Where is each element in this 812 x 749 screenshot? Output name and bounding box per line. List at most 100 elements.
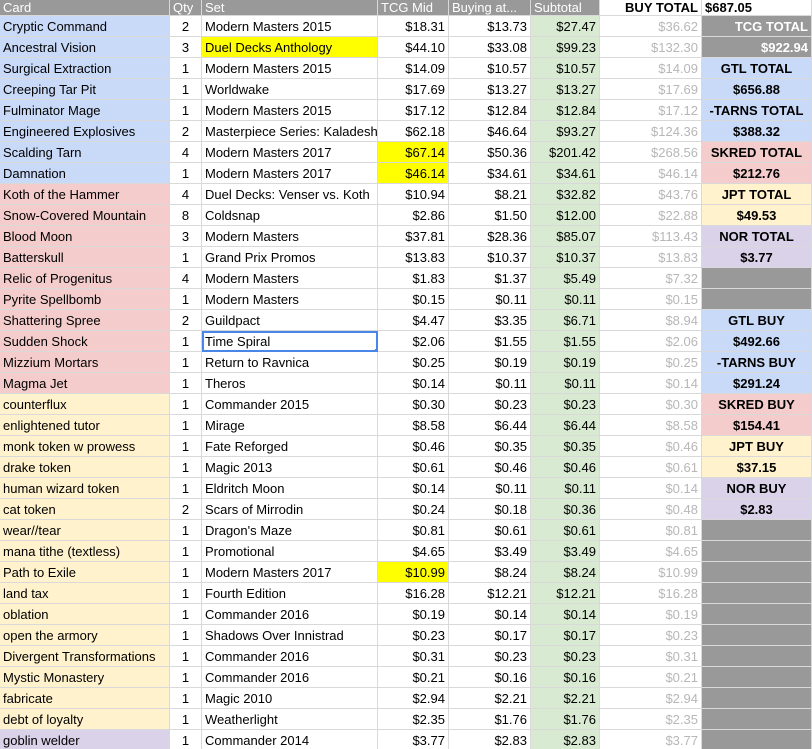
tcg-total-cell[interactable]: $17.69 — [600, 79, 702, 100]
qty-cell[interactable]: 1 — [170, 709, 202, 730]
summary-cell[interactable]: JPT TOTAL — [702, 184, 812, 205]
subtotal-cell[interactable]: $32.82 — [531, 184, 600, 205]
set-cell[interactable]: Mirage — [202, 415, 378, 436]
tcg-total-cell[interactable]: $268.56 — [600, 142, 702, 163]
subtotal-cell[interactable]: $12.00 — [531, 205, 600, 226]
tcg-mid-cell[interactable]: $0.23 — [378, 625, 449, 646]
card-name-cell[interactable]: Fulminator Mage — [0, 100, 170, 121]
set-cell[interactable]: Scars of Mirrodin — [202, 499, 378, 520]
subtotal-cell[interactable]: $99.23 — [531, 37, 600, 58]
card-name-cell[interactable]: Sudden Shock — [0, 331, 170, 352]
set-cell[interactable]: Duel Decks: Venser vs. Koth — [202, 184, 378, 205]
buying-at-cell[interactable]: $13.73 — [449, 16, 531, 37]
buying-at-cell[interactable]: $0.23 — [449, 394, 531, 415]
set-cell[interactable]: Eldritch Moon — [202, 478, 378, 499]
tcg-mid-cell[interactable]: $8.58 — [378, 415, 449, 436]
tcg-total-cell[interactable]: $113.43 — [600, 226, 702, 247]
subtotal-cell[interactable]: $0.61 — [531, 520, 600, 541]
header-qty[interactable]: Qty — [170, 0, 202, 16]
tcg-total-cell[interactable]: $132.30 — [600, 37, 702, 58]
tcg-mid-cell[interactable]: $2.86 — [378, 205, 449, 226]
buying-at-cell[interactable]: $0.61 — [449, 520, 531, 541]
tcg-mid-cell[interactable]: $0.14 — [378, 373, 449, 394]
set-cell[interactable]: Commander 2015 — [202, 394, 378, 415]
tcg-total-cell[interactable]: $0.30 — [600, 394, 702, 415]
qty-cell[interactable]: 1 — [170, 520, 202, 541]
tcg-mid-cell[interactable]: $0.46 — [378, 436, 449, 457]
tcg-total-cell[interactable]: $0.15 — [600, 289, 702, 310]
card-name-cell[interactable]: human wizard token — [0, 478, 170, 499]
tcg-mid-cell[interactable]: $0.19 — [378, 604, 449, 625]
buy-total-label[interactable]: BUY TOTAL — [600, 0, 702, 16]
tcg-total-cell[interactable]: $0.21 — [600, 667, 702, 688]
tcg-mid-cell[interactable]: $0.31 — [378, 646, 449, 667]
tcg-total-cell[interactable]: $0.31 — [600, 646, 702, 667]
qty-cell[interactable]: 1 — [170, 625, 202, 646]
buying-at-cell[interactable]: $2.21 — [449, 688, 531, 709]
subtotal-cell[interactable]: $0.46 — [531, 457, 600, 478]
subtotal-cell[interactable]: $0.36 — [531, 499, 600, 520]
tcg-mid-cell[interactable]: $16.28 — [378, 583, 449, 604]
subtotal-cell[interactable]: $12.21 — [531, 583, 600, 604]
summary-cell[interactable] — [702, 688, 812, 709]
buying-at-cell[interactable]: $0.11 — [449, 289, 531, 310]
card-name-cell[interactable]: fabricate — [0, 688, 170, 709]
card-name-cell[interactable]: Batterskull — [0, 247, 170, 268]
qty-cell[interactable]: 1 — [170, 457, 202, 478]
tcg-total-cell[interactable]: $17.12 — [600, 100, 702, 121]
qty-cell[interactable]: 1 — [170, 373, 202, 394]
tcg-total-cell[interactable]: $0.48 — [600, 499, 702, 520]
buying-at-cell[interactable]: $1.55 — [449, 331, 531, 352]
card-name-cell[interactable]: Divergent Transformations — [0, 646, 170, 667]
qty-cell[interactable]: 1 — [170, 58, 202, 79]
set-cell[interactable]: Modern Masters 2015 — [202, 16, 378, 37]
qty-cell[interactable]: 1 — [170, 583, 202, 604]
buying-at-cell[interactable]: $0.16 — [449, 667, 531, 688]
card-name-cell[interactable]: Scalding Tarn — [0, 142, 170, 163]
qty-cell[interactable]: 1 — [170, 688, 202, 709]
subtotal-cell[interactable]: $0.14 — [531, 604, 600, 625]
buying-at-cell[interactable]: $0.17 — [449, 625, 531, 646]
summary-cell[interactable] — [702, 730, 812, 749]
qty-cell[interactable]: 2 — [170, 499, 202, 520]
subtotal-cell[interactable]: $93.27 — [531, 121, 600, 142]
summary-cell[interactable]: $291.24 — [702, 373, 812, 394]
card-name-cell[interactable]: Magma Jet — [0, 373, 170, 394]
buying-at-cell[interactable]: $6.44 — [449, 415, 531, 436]
tcg-mid-cell[interactable]: $4.65 — [378, 541, 449, 562]
summary-cell[interactable]: $37.15 — [702, 457, 812, 478]
set-cell[interactable]: Modern Masters 2017 — [202, 142, 378, 163]
subtotal-cell[interactable]: $5.49 — [531, 268, 600, 289]
summary-cell[interactable]: $212.76 — [702, 163, 812, 184]
summary-cell[interactable]: TCG TOTAL — [702, 16, 812, 37]
buying-at-cell[interactable]: $0.46 — [449, 457, 531, 478]
tcg-mid-cell[interactable]: $0.81 — [378, 520, 449, 541]
subtotal-cell[interactable]: $2.83 — [531, 730, 600, 749]
tcg-mid-cell[interactable]: $0.25 — [378, 352, 449, 373]
tcg-total-cell[interactable]: $124.36 — [600, 121, 702, 142]
tcg-total-cell[interactable]: $43.76 — [600, 184, 702, 205]
tcg-mid-cell[interactable]: $13.83 — [378, 247, 449, 268]
tcg-mid-cell[interactable]: $10.94 — [378, 184, 449, 205]
tcg-mid-cell[interactable]: $17.12 — [378, 100, 449, 121]
card-name-cell[interactable]: Mizzium Mortars — [0, 352, 170, 373]
buying-at-cell[interactable]: $13.27 — [449, 79, 531, 100]
set-cell[interactable]: Guildpact — [202, 310, 378, 331]
buying-at-cell[interactable]: $8.21 — [449, 184, 531, 205]
set-cell[interactable]: Theros — [202, 373, 378, 394]
card-name-cell[interactable]: monk token w prowess — [0, 436, 170, 457]
buying-at-cell[interactable]: $12.84 — [449, 100, 531, 121]
card-name-cell[interactable]: Snow-Covered Mountain — [0, 205, 170, 226]
tcg-mid-cell[interactable]: $2.06 — [378, 331, 449, 352]
buying-at-cell[interactable]: $0.14 — [449, 604, 531, 625]
qty-cell[interactable]: 1 — [170, 541, 202, 562]
buying-at-cell[interactable]: $0.18 — [449, 499, 531, 520]
subtotal-cell[interactable]: $0.11 — [531, 289, 600, 310]
summary-cell[interactable] — [702, 583, 812, 604]
summary-cell[interactable] — [702, 562, 812, 583]
buying-at-cell[interactable]: $0.11 — [449, 478, 531, 499]
tcg-mid-cell[interactable]: $4.47 — [378, 310, 449, 331]
buying-at-cell[interactable]: $46.64 — [449, 121, 531, 142]
subtotal-cell[interactable]: $0.23 — [531, 646, 600, 667]
buying-at-cell[interactable]: $8.24 — [449, 562, 531, 583]
